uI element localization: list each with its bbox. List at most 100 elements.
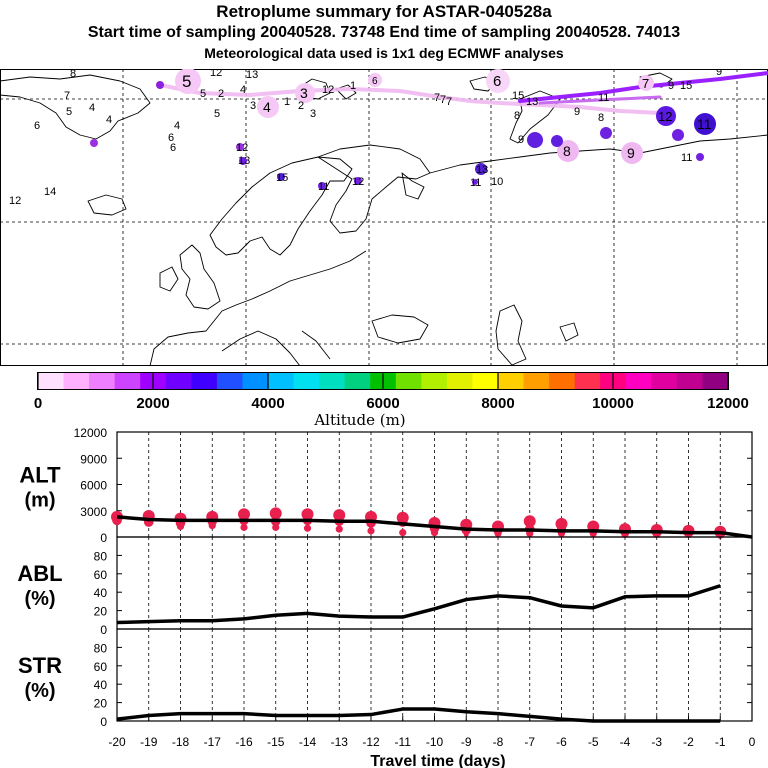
marker-cluster: 6 (368, 73, 382, 87)
y-axis-label: STR (18, 653, 62, 678)
altitude-point (335, 525, 343, 533)
y-tick-label: 0 (100, 531, 107, 545)
alt-panel: 0 3000 6000 9000 12000 ALT(m) (19, 426, 753, 545)
svg-text:8: 8 (70, 69, 76, 80)
svg-text:5: 5 (182, 72, 191, 91)
marker-cluster: 11 (694, 113, 716, 135)
colorbar-cell (676, 373, 703, 389)
colorbar-cell (549, 373, 576, 389)
svg-text:6: 6 (34, 120, 40, 132)
marker-cluster (696, 153, 704, 161)
x-tick-label: -2 (683, 735, 694, 749)
svg-text:7: 7 (64, 90, 70, 102)
colorbar-cell (498, 373, 525, 389)
y-tick-label: 3000 (80, 505, 107, 519)
svg-text:14: 14 (44, 186, 56, 198)
colorbar-cell (191, 373, 218, 389)
marker-cluster: 9 (621, 142, 643, 164)
x-tick-label: -5 (588, 735, 599, 749)
x-tick-label: -15 (267, 735, 285, 749)
y-tick-label: 60 (94, 660, 108, 674)
svg-text:12: 12 (658, 109, 672, 124)
svg-text:13: 13 (526, 96, 538, 108)
svg-text:15: 15 (680, 80, 692, 92)
svg-text:13: 13 (238, 155, 250, 167)
svg-text:12: 12 (236, 142, 248, 154)
x-tick-label: -10 (426, 735, 444, 749)
x-tick-label: -20 (108, 735, 126, 749)
y-tick-label: 6000 (80, 479, 107, 493)
marker-cluster (672, 129, 684, 141)
marker-cluster (277, 173, 285, 181)
svg-text:1: 1 (284, 96, 290, 108)
altitude-point (303, 524, 312, 532)
str-panel: 0 20 40 60 80 STR(%) (18, 628, 753, 729)
sampling-times: Start time of sampling 20040528. 73748 E… (87, 24, 681, 41)
marker-cluster (318, 182, 326, 190)
marker-cluster (156, 81, 164, 89)
svg-text:6: 6 (372, 76, 378, 87)
x-tick-label: 0 (749, 735, 756, 749)
altitude-point (523, 515, 536, 528)
colorbar-cell (293, 373, 320, 389)
y-axis-label: ABL (17, 561, 62, 586)
y-tick-label: 0 (100, 623, 107, 637)
y-axis-label: ALT (19, 463, 61, 488)
colorbar-cell (344, 373, 371, 389)
x-tick-label: -12 (362, 735, 380, 749)
colorbar-cell (625, 373, 652, 389)
svg-text:4: 4 (174, 120, 180, 132)
svg-text:8: 8 (514, 110, 520, 122)
altitude-point (240, 523, 248, 531)
marker-cluster: 6 (486, 69, 510, 93)
marker-cluster: 3 (295, 83, 315, 103)
marker-cluster (236, 143, 244, 151)
x-tick-label: -16 (235, 735, 253, 749)
marker-cluster: 7 (638, 75, 654, 91)
svg-text:7: 7 (434, 92, 440, 104)
svg-text:15: 15 (512, 90, 524, 102)
svg-text:4: 4 (263, 99, 271, 115)
x-tick-label: -4 (620, 735, 631, 749)
y-tick-label: 80 (94, 641, 108, 655)
marker-cluster: 4 (257, 96, 279, 118)
colorbar-cell (702, 373, 729, 389)
svg-text:9: 9 (574, 106, 580, 118)
abl-panel: 0 20 40 60 80 ABL(%) (17, 536, 753, 637)
y-tick-label: 60 (94, 568, 108, 582)
marker-cluster (600, 127, 612, 139)
marker-cluster (239, 157, 247, 165)
colorbar-cell (63, 373, 90, 389)
altitude-colorbar: 0 2000 4000 6000 8000 10000 12000 Altitude (m) (34, 372, 749, 429)
x-tick-label: -9 (461, 735, 472, 749)
svg-text:9: 9 (668, 80, 674, 92)
colorbar-tick-label: 2000 (136, 395, 169, 412)
svg-text:11: 11 (697, 116, 712, 132)
x-axis-label: Travel time (days) (370, 753, 505, 768)
y-tick-label: 40 (94, 678, 108, 692)
svg-text:6: 6 (493, 73, 501, 90)
altitude-point (399, 529, 407, 537)
colorbar-cell (574, 373, 601, 389)
colorbar-cell (216, 373, 243, 389)
altitude-point (208, 522, 216, 530)
y-axis-unit: (%) (24, 680, 55, 702)
colorbar-tick-label: 6000 (366, 395, 399, 412)
colorbar-cell (395, 373, 422, 389)
series-line (116, 584, 721, 625)
colorbar-tick-label: 10000 (592, 395, 634, 412)
marker-cluster (354, 177, 362, 185)
colorbar-ticks: 0 2000 4000 6000 8000 10000 12000 (34, 373, 749, 412)
y-axis-unit: (%) (24, 588, 55, 610)
colorbar-cell (165, 373, 192, 389)
colorbar-cell (472, 373, 499, 389)
svg-text:2: 2 (218, 88, 224, 100)
svg-text:13: 13 (246, 69, 258, 81)
svg-text:7: 7 (440, 94, 446, 106)
x-tick-label: -17 (204, 735, 222, 749)
svg-text:2: 2 (298, 100, 304, 112)
y-tick-label: 40 (94, 586, 108, 600)
colorbar-tick-label: 4000 (251, 395, 284, 412)
colorbar-cell (421, 373, 448, 389)
